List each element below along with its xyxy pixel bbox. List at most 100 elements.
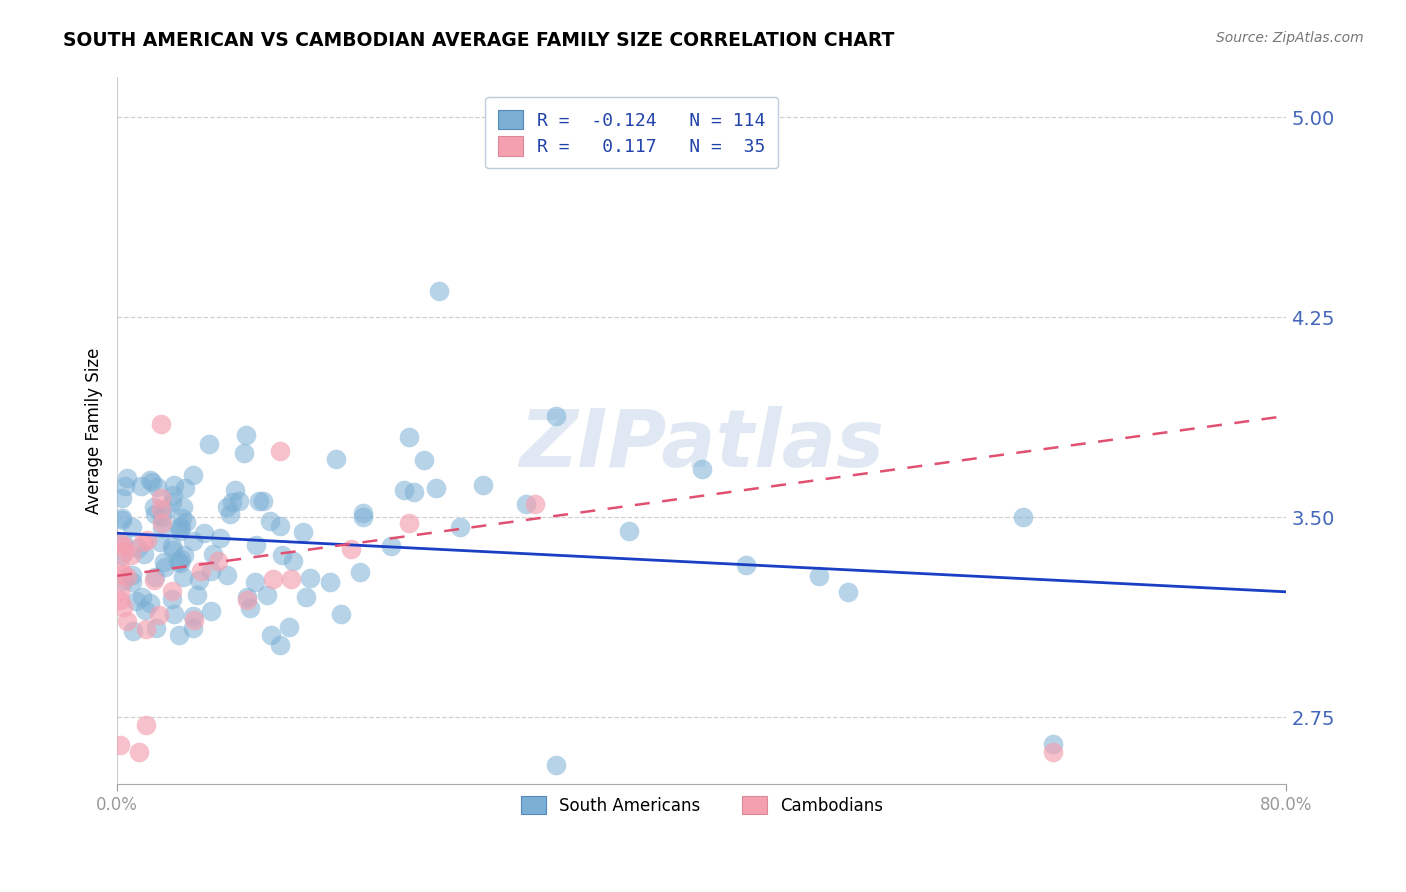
Point bbox=[329, 607, 352, 621]
Point bbox=[200, 604, 222, 618]
Point bbox=[172, 570, 194, 584]
Point bbox=[349, 565, 371, 579]
Point bbox=[181, 608, 204, 623]
Point bbox=[111, 574, 134, 588]
Point bbox=[139, 596, 162, 610]
Point bbox=[108, 738, 131, 752]
Point bbox=[256, 589, 278, 603]
Point bbox=[110, 535, 132, 549]
Point bbox=[111, 566, 134, 581]
Point bbox=[170, 519, 193, 533]
Point bbox=[174, 481, 197, 495]
Point bbox=[292, 525, 315, 540]
Point bbox=[236, 593, 259, 607]
Point bbox=[132, 547, 155, 561]
Point bbox=[734, 558, 756, 573]
Point bbox=[163, 607, 186, 621]
Point bbox=[114, 544, 136, 558]
Point bbox=[183, 613, 205, 627]
Point bbox=[201, 547, 224, 561]
Point bbox=[149, 535, 172, 549]
Point bbox=[245, 538, 267, 552]
Point bbox=[160, 584, 183, 599]
Point bbox=[221, 495, 243, 509]
Point bbox=[128, 745, 150, 759]
Point bbox=[319, 574, 342, 589]
Point bbox=[280, 572, 302, 586]
Point bbox=[121, 568, 143, 582]
Point bbox=[259, 515, 281, 529]
Point bbox=[173, 548, 195, 562]
Point bbox=[187, 573, 209, 587]
Point bbox=[283, 553, 305, 567]
Point bbox=[162, 488, 184, 502]
Point bbox=[143, 508, 166, 522]
Point bbox=[544, 758, 567, 772]
Point bbox=[129, 478, 152, 492]
Point bbox=[152, 555, 174, 569]
Point bbox=[145, 621, 167, 635]
Point bbox=[135, 533, 157, 547]
Point bbox=[181, 468, 204, 483]
Point bbox=[121, 574, 143, 589]
Point bbox=[239, 601, 262, 615]
Text: SOUTH AMERICAN VS CAMBODIAN AVERAGE FAMILY SIZE CORRELATION CHART: SOUTH AMERICAN VS CAMBODIAN AVERAGE FAMI… bbox=[63, 31, 894, 50]
Point bbox=[252, 493, 274, 508]
Point bbox=[294, 590, 316, 604]
Point bbox=[131, 590, 153, 604]
Point bbox=[142, 500, 165, 514]
Point bbox=[209, 531, 232, 545]
Point bbox=[167, 520, 190, 534]
Point bbox=[120, 548, 142, 562]
Point bbox=[271, 548, 294, 562]
Point bbox=[112, 539, 135, 553]
Point bbox=[427, 284, 450, 298]
Point bbox=[181, 533, 204, 548]
Point bbox=[162, 543, 184, 558]
Point bbox=[413, 453, 436, 467]
Point bbox=[186, 588, 208, 602]
Point bbox=[392, 483, 415, 498]
Point bbox=[150, 417, 173, 431]
Point bbox=[121, 520, 143, 534]
Point bbox=[170, 552, 193, 566]
Point bbox=[115, 614, 138, 628]
Point bbox=[235, 428, 257, 442]
Point bbox=[181, 621, 204, 635]
Point bbox=[125, 594, 148, 608]
Point bbox=[146, 479, 169, 493]
Point bbox=[228, 494, 250, 508]
Point bbox=[837, 584, 859, 599]
Point bbox=[160, 539, 183, 553]
Point bbox=[160, 591, 183, 606]
Point bbox=[449, 519, 471, 533]
Point bbox=[217, 500, 239, 514]
Point bbox=[169, 556, 191, 570]
Point bbox=[398, 516, 420, 530]
Point bbox=[269, 639, 291, 653]
Point bbox=[398, 430, 420, 444]
Point bbox=[135, 622, 157, 636]
Point bbox=[150, 509, 173, 524]
Point bbox=[172, 500, 194, 514]
Point bbox=[112, 535, 135, 549]
Point bbox=[262, 572, 284, 586]
Point bbox=[425, 481, 447, 495]
Text: Source: ZipAtlas.com: Source: ZipAtlas.com bbox=[1216, 31, 1364, 45]
Point bbox=[135, 718, 157, 732]
Point bbox=[169, 524, 191, 538]
Y-axis label: Average Family Size: Average Family Size bbox=[86, 347, 103, 514]
Point bbox=[236, 590, 259, 604]
Point bbox=[114, 479, 136, 493]
Point bbox=[127, 541, 149, 555]
Point bbox=[198, 436, 221, 450]
Point bbox=[122, 624, 145, 638]
Point bbox=[402, 485, 425, 500]
Point bbox=[150, 521, 173, 535]
Point bbox=[247, 494, 270, 508]
Point bbox=[325, 451, 347, 466]
Point bbox=[111, 599, 134, 614]
Point bbox=[690, 462, 713, 476]
Point bbox=[148, 608, 170, 623]
Point bbox=[471, 478, 494, 492]
